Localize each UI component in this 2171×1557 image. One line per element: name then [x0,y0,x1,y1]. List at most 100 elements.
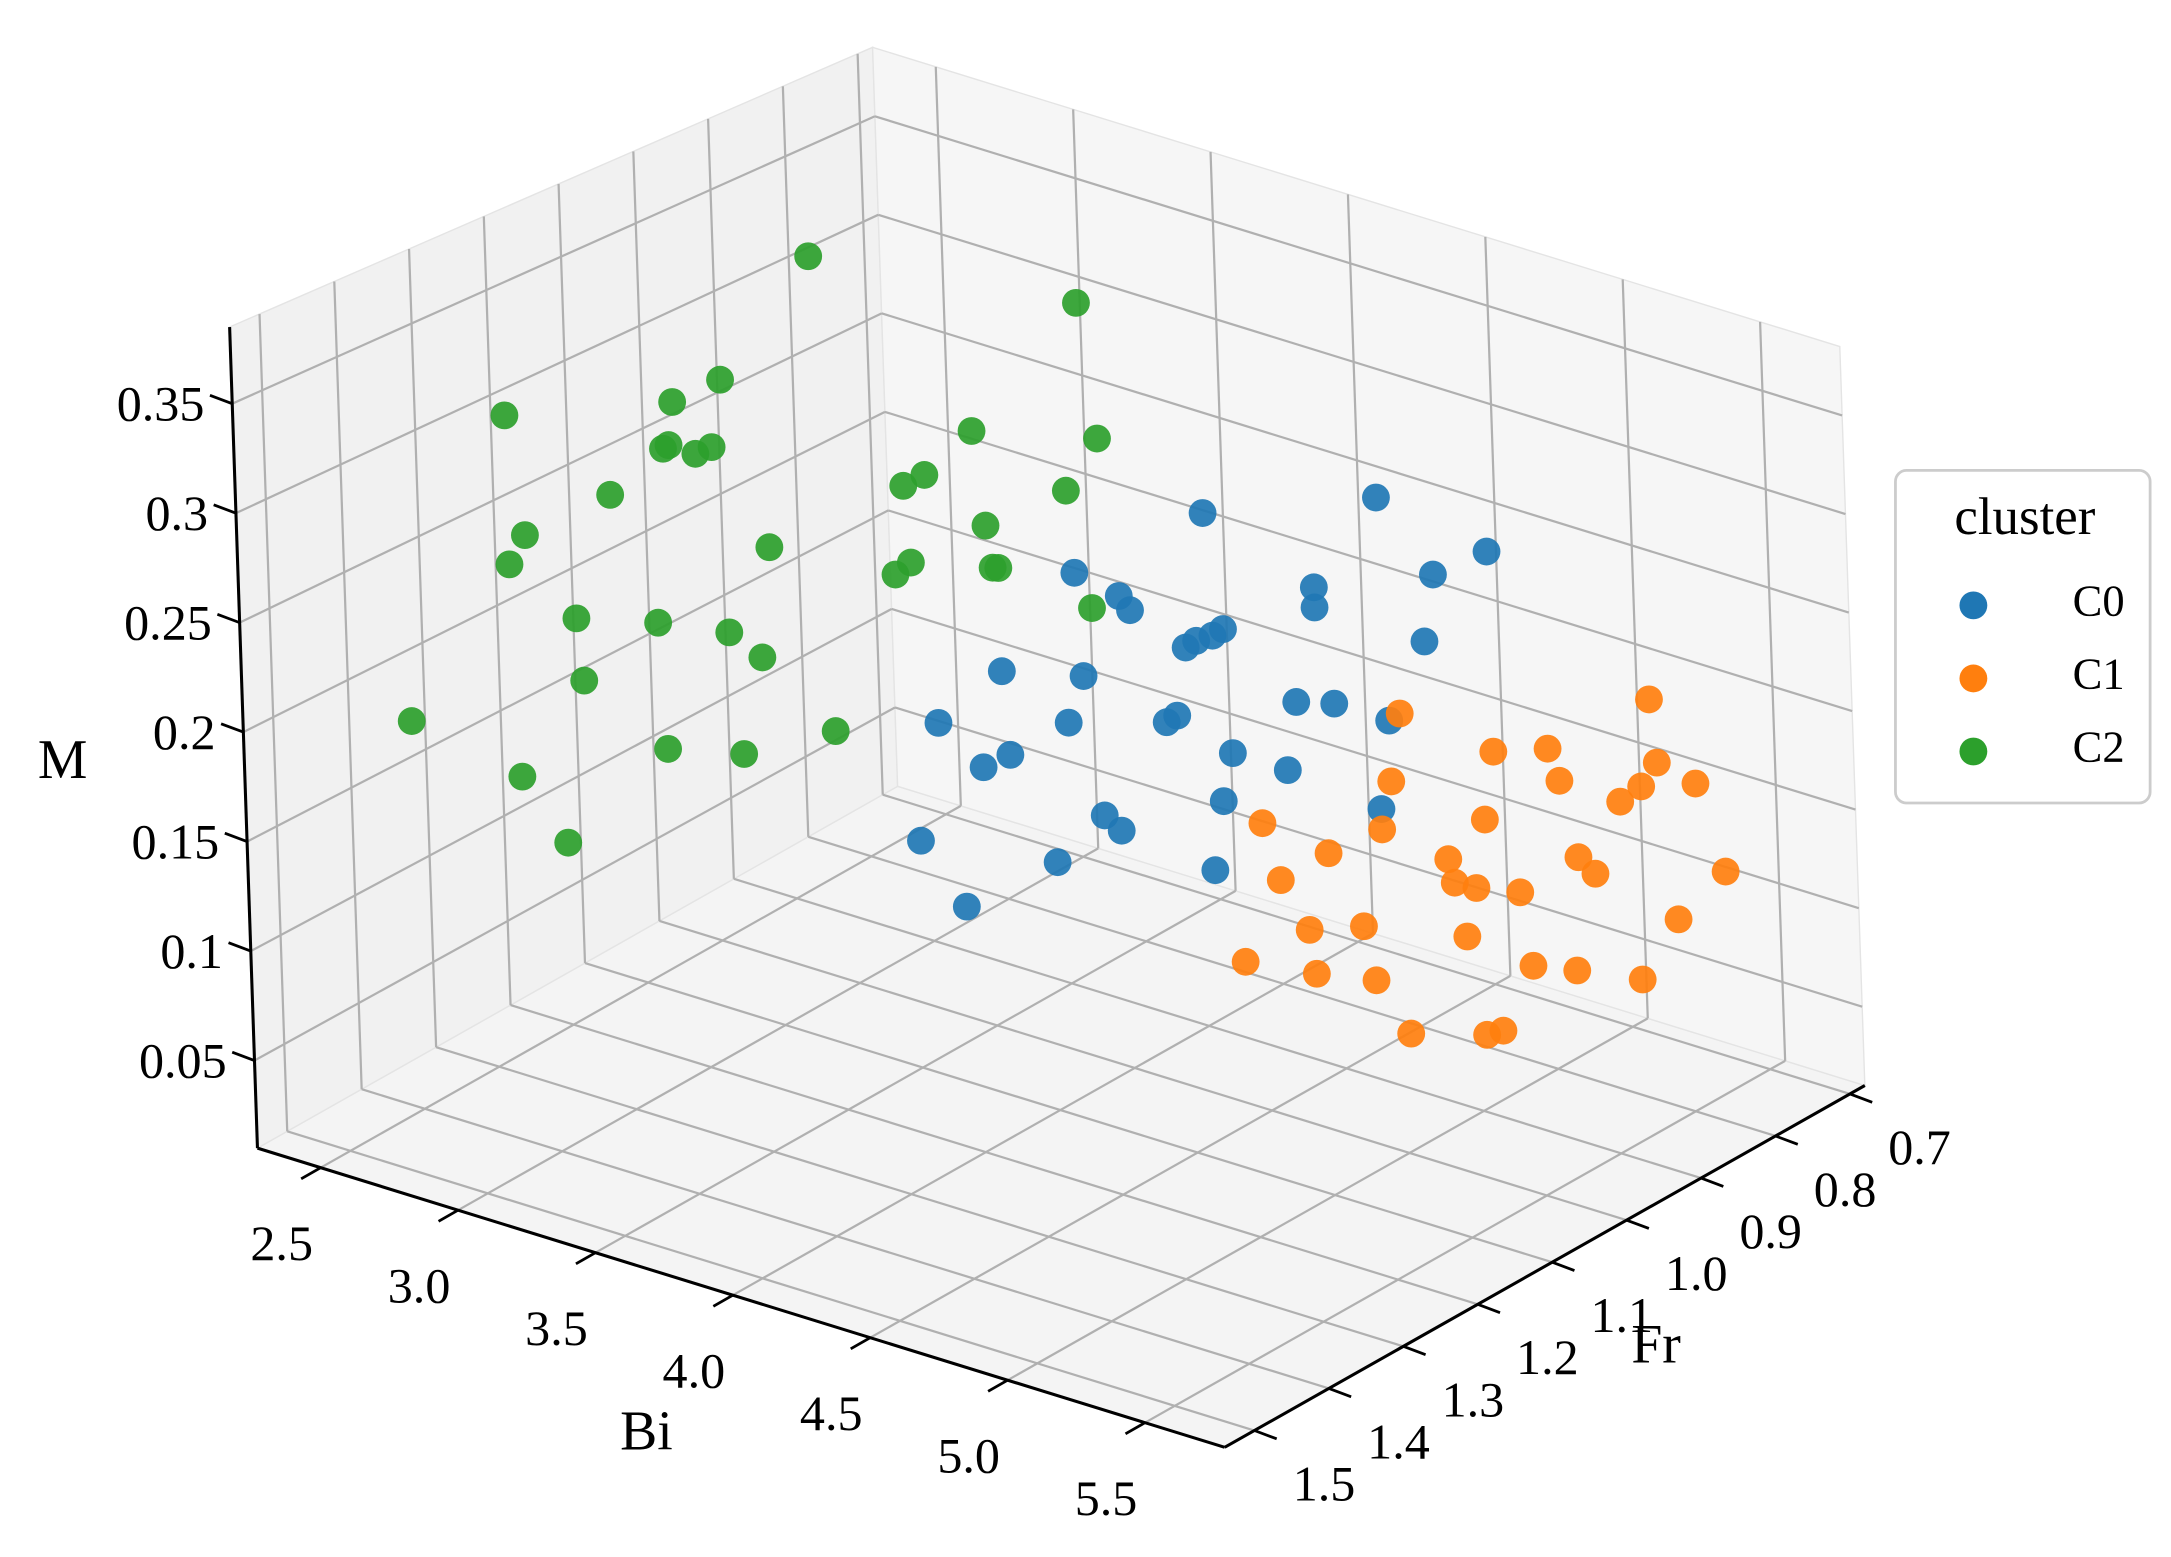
point [511,521,539,550]
y-tick-label: 1.3 [1442,1371,1505,1427]
points [397,242,1740,1049]
point [924,708,953,737]
point [969,753,998,782]
y-tick [1328,1387,1352,1399]
point [1300,593,1329,622]
grid-line [882,793,1851,1095]
x-tick-label: 2.5 [250,1215,313,1271]
z-tick [213,503,237,515]
legend-marker [1959,591,1988,620]
legend-title: cluster [1954,488,2095,546]
grid-line [1621,279,1649,1019]
y-tick-label: 0.7 [1888,1119,1951,1175]
point [1410,627,1439,656]
point [1664,905,1693,934]
point [794,242,823,271]
z-tick [231,1050,255,1062]
grid-line [557,183,587,964]
point [1302,959,1331,988]
grid-line [1758,321,1787,1061]
grid-line [877,213,1846,516]
y-axis-label: Fr [1631,1314,1681,1376]
grid-line [632,151,661,921]
x-tick [987,1378,1009,1393]
point [596,480,625,509]
point [1362,966,1391,995]
grid-line [1484,236,1512,976]
point [1163,701,1192,730]
point [984,554,1013,582]
grid-line [361,1088,1330,1390]
grid-line [510,1004,1479,1306]
z-tick-label: 0.2 [153,704,216,760]
z-tick [216,612,241,624]
grid-line [1072,109,1100,849]
z-tick-label: 0.35 [117,376,205,432]
point [1299,573,1328,602]
z-tick [228,941,252,953]
point [1295,915,1324,944]
grid-line [231,115,876,405]
grid-line [732,932,1374,1297]
grid-line [286,1130,1255,1432]
z-tick-label: 0.25 [124,595,212,651]
y-tick-label: 1.0 [1665,1245,1728,1301]
point [1473,1020,1502,1049]
point [1266,866,1295,895]
point [1419,560,1447,589]
grid-line [881,312,1850,614]
point [952,892,981,921]
legend-marker [1959,737,1988,766]
grid-line [934,66,962,806]
x-tick [850,1336,871,1351]
point [996,740,1025,769]
point [508,762,537,791]
y-tick-label: 1.1 [1590,1287,1653,1343]
y-tick-label: 1.5 [1293,1455,1356,1511]
legend-box [1894,468,2152,805]
x-tick [1124,1421,1146,1436]
point [1171,633,1200,662]
grid-line [253,706,896,1062]
legend-label: C1 [2073,649,2125,699]
point [1107,816,1136,845]
axes: 2.53.03.54.04.55.05.50.70.80.91.01.11.21… [38,326,1951,1526]
z-axis-line [228,326,259,1149]
x-tick-label: 5.5 [1075,1470,1138,1526]
point [1642,748,1671,777]
y-tick [1551,1260,1575,1272]
y-tick-label: 0.9 [1739,1203,1802,1259]
y-tick [1402,1345,1427,1357]
point [1462,874,1491,902]
point [1362,483,1390,512]
point [495,550,524,579]
point [562,604,591,633]
x-axis-line [257,1146,1226,1449]
point [1606,787,1635,816]
grid-line [407,248,438,1048]
point [554,828,583,857]
point [1440,868,1469,897]
point [1069,662,1098,690]
grid-line [891,607,1860,910]
grid-line [594,889,1237,1254]
point [1209,787,1238,816]
point [1083,424,1111,453]
y-tick [1477,1302,1501,1314]
point [748,643,777,672]
point [1472,537,1501,566]
grid-line [659,919,1627,1222]
point [1248,809,1277,838]
legend: cluster C0 C1 C2 [1894,468,2152,805]
grid-line [807,835,1776,1138]
point [1681,769,1710,798]
point [1377,767,1406,796]
grid-line [320,804,962,1169]
point [1563,956,1592,985]
x-tick [575,1251,597,1266]
point [1273,756,1302,785]
point [1453,922,1482,951]
grid-line [250,607,893,953]
x-tick-label: 4.0 [663,1342,726,1398]
